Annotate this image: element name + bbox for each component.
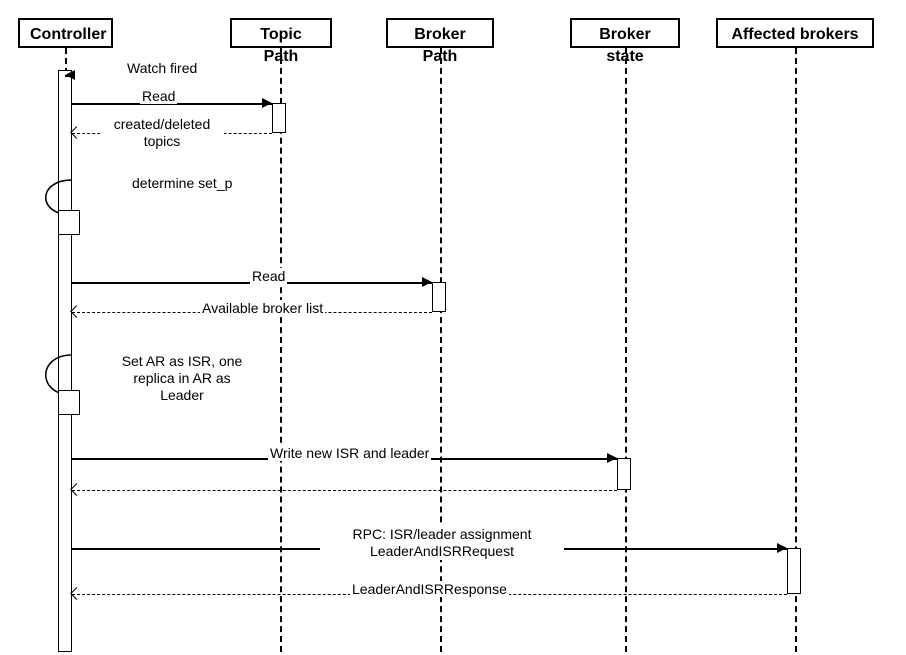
activation <box>787 548 801 594</box>
message-label: determine set_p <box>130 175 234 191</box>
message-line <box>72 490 617 491</box>
message-label: Available broker list <box>200 300 325 316</box>
participant-controller: Controller <box>18 18 113 48</box>
participant-affected_brokers: Affected brokers <box>716 18 874 48</box>
activation <box>272 103 286 133</box>
message-label: RPC: ISR/leader assignmentLeaderAndISRRe… <box>320 526 564 560</box>
lifeline-broker_path <box>440 48 442 652</box>
message-label: Write new ISR and leader <box>268 445 431 461</box>
participant-broker_state: Broker state <box>570 18 680 48</box>
message-label: Set AR as ISR, onereplica in AR asLeader <box>110 353 254 403</box>
participant-broker_path: Broker Path <box>386 18 494 48</box>
activation <box>432 282 446 312</box>
lifeline-topic_path <box>280 48 282 652</box>
lifeline-broker_state <box>625 48 627 652</box>
message-label: created/deletedtopics <box>100 116 224 150</box>
message-label: Read <box>140 88 177 104</box>
message-label: Read <box>250 268 287 284</box>
message-label: Watch fired <box>125 60 199 76</box>
message-label: LeaderAndISRResponse <box>350 581 509 597</box>
participant-topic_path: Topic Path <box>230 18 332 48</box>
self-activation <box>58 210 80 235</box>
sequence-diagram: Controller Topic Path Broker Path Broker st… <box>0 0 906 655</box>
activation <box>617 458 631 490</box>
self-activation <box>58 390 80 415</box>
